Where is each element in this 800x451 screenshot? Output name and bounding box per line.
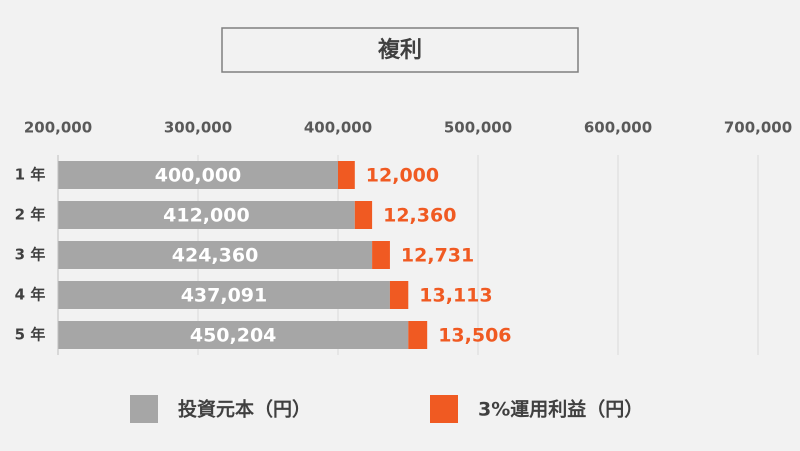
x-tick-label: 200,000 bbox=[24, 119, 92, 137]
data-label: 437,091 bbox=[181, 285, 268, 307]
x-tick-label: 300,000 bbox=[164, 119, 232, 137]
bar-segment bbox=[58, 241, 373, 269]
bar-segment bbox=[58, 281, 390, 309]
data-label: 12,360 bbox=[383, 205, 456, 227]
title-box bbox=[221, 27, 579, 73]
data-label: 13,506 bbox=[438, 325, 511, 347]
data-label: 12,731 bbox=[401, 245, 474, 267]
y-tick-label: 4 年 bbox=[15, 286, 46, 304]
data-label: 450,204 bbox=[190, 325, 277, 347]
legend-swatch bbox=[430, 395, 458, 423]
y-tick-label: 2 年 bbox=[15, 206, 46, 224]
bar-segment bbox=[58, 161, 338, 189]
x-tick-label: 400,000 bbox=[304, 119, 372, 137]
chart-title: 複利 bbox=[378, 37, 422, 63]
data-label: 412,000 bbox=[163, 205, 250, 227]
data-label: 424,360 bbox=[172, 245, 259, 267]
x-tick-label: 700,000 bbox=[724, 119, 792, 137]
data-label: 400,000 bbox=[155, 165, 242, 187]
bar-segment bbox=[354, 201, 373, 229]
legend-label: 3%運用利益（円） bbox=[478, 398, 643, 421]
x-tick-label: 500,000 bbox=[444, 119, 512, 137]
bar-segment bbox=[58, 201, 355, 229]
legend-swatch bbox=[130, 395, 158, 423]
bar-segment bbox=[372, 241, 390, 269]
bar-segment bbox=[408, 321, 428, 349]
data-label: 12,000 bbox=[366, 165, 439, 187]
legend-label: 投資元本（円） bbox=[178, 398, 311, 421]
bar-segment bbox=[58, 321, 409, 349]
y-tick-label: 1 年 bbox=[15, 166, 46, 184]
x-tick-label: 600,000 bbox=[584, 119, 652, 137]
bar-segment bbox=[389, 281, 409, 309]
bar-segment bbox=[338, 161, 355, 189]
y-tick-label: 5 年 bbox=[15, 326, 46, 344]
y-tick-label: 3 年 bbox=[15, 246, 46, 264]
data-label: 13,113 bbox=[419, 285, 492, 307]
